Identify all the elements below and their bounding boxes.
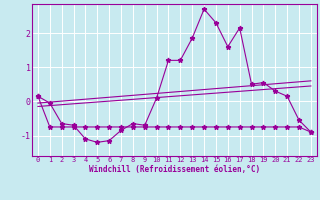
X-axis label: Windchill (Refroidissement éolien,°C): Windchill (Refroidissement éolien,°C) — [89, 165, 260, 174]
